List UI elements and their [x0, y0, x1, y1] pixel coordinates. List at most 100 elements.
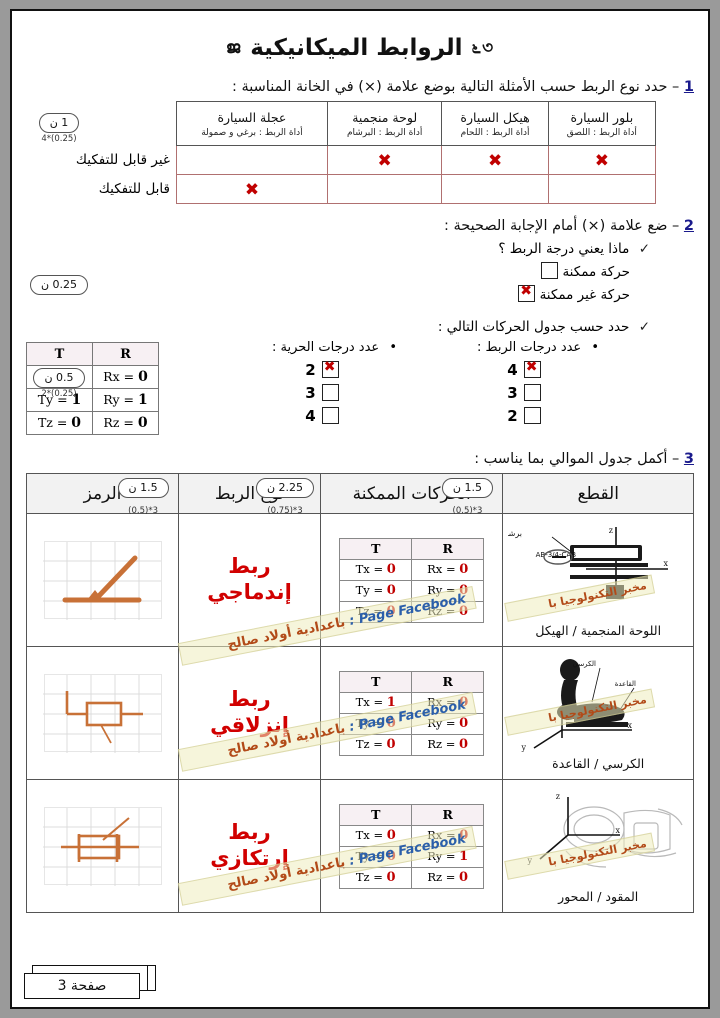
score-badge-symbol-value: 1.5 ن [117, 478, 169, 498]
movement-table: T R Tx = 0 Rx = 0 Ty = 0 Ry = 1 Tz = 0 R… [339, 803, 485, 889]
score-badge-q2a-value: 0.25 ن [29, 275, 89, 295]
checkbox-link-4[interactable] [523, 359, 541, 378]
cell-tx[interactable]: Tx = 1 [339, 691, 413, 714]
score-badge-q2b-detail: 2*(0.25) [41, 388, 77, 399]
link-degrees-label: عدد درجات الربط : [477, 340, 582, 355]
cell-tz[interactable]: Tz = 0 [339, 866, 413, 889]
table-row: Ty = 0 Ry = 1 [339, 845, 485, 868]
table-row: Tx = 1 Rx = 0 [339, 691, 485, 714]
cell-rx[interactable]: Rx = 0 [411, 691, 485, 714]
table-header-row: القطع الحركات الممكنة 1.5 ن 3*(0.5) نوع … [25, 473, 694, 516]
answer-cell[interactable] [441, 174, 549, 204]
cell-rz[interactable]: Rz = 0 [411, 866, 485, 889]
ornament-right-icon: ೬৩ [471, 38, 495, 58]
movements-cell: T R Tx = 0 Rx = 0 Ty = 0 Ry = 0 Tz = 0 R… [319, 513, 504, 647]
answer-cell[interactable]: ✖ [176, 174, 328, 204]
symbol-cell[interactable] [25, 646, 180, 780]
option-number: 2 [507, 407, 518, 425]
linkage-summary-table: القطع الحركات الممكنة 1.5 ن 3*(0.5) نوع … [25, 473, 694, 913]
answer-cell[interactable] [547, 174, 657, 204]
svg-text:برشام: برشام [508, 529, 522, 538]
cell-tx[interactable]: Tx = 0 [339, 558, 413, 581]
checkbox-freedom-4[interactable] [321, 407, 339, 424]
option-number: 2 [305, 361, 316, 379]
cell-rx[interactable]: Rx = 0 [411, 824, 485, 847]
option-row[interactable]: 2 [449, 407, 599, 425]
option-row[interactable]: 3 [247, 384, 397, 402]
linktype-cell[interactable]: ربط إندماجي [178, 513, 321, 647]
cell-tx[interactable]: Tx = 0 [339, 824, 413, 847]
checkbox-link-3[interactable] [523, 384, 541, 401]
symbol-cell[interactable] [25, 779, 180, 913]
link-degrees-block: • عدد درجات الربط : 4 3 2 [449, 340, 599, 430]
score-badge-q1: 1 ن 4*(0.25) [26, 111, 92, 144]
column-title: هيكل السيارة [460, 109, 530, 125]
bullet-icon: • [591, 340, 599, 355]
checkbox-movement-impossible[interactable] [518, 283, 536, 302]
column-header-t: T [26, 342, 93, 366]
sliding-joint-symbol [42, 674, 162, 753]
movements-cell: T R Tx = 0 Rx = 0 Ty = 0 Ry = 1 Tz = 0 R… [319, 779, 504, 913]
option-row[interactable]: 2 [247, 359, 397, 379]
cell-ry[interactable]: Ry = 0 [411, 712, 485, 735]
cell-ty[interactable]: Ty = 0 [339, 712, 413, 735]
table-row: Tz = 0 Rz = 0 [26, 411, 159, 435]
column-header-parts: القطع [502, 473, 694, 514]
cell-ty[interactable]: Ty = 0 [339, 845, 413, 868]
cell-tz[interactable]: Tz = 0 [339, 600, 413, 623]
checkbox-movement-possible[interactable] [541, 262, 559, 279]
linktype-answer: ربط إندماجي [182, 554, 317, 605]
option-row[interactable]: حركة ممكنة [26, 262, 630, 280]
check-icon: ✓ [638, 319, 650, 335]
ornament-left-icon: ജ [225, 38, 242, 58]
option-row[interactable]: حركة غير ممكنة [26, 283, 630, 303]
cell-ry[interactable]: Ry = 1 [411, 845, 485, 868]
answer-cell[interactable]: ✖ [441, 145, 549, 175]
symbol-cell[interactable] [25, 513, 180, 647]
cell-tz[interactable]: Tz = 0 [339, 733, 413, 756]
column-header-cell: عجلة السيارة أداة الربط : برغي و صمولة [176, 101, 328, 146]
column-tool: أداة الربط : اللصق [566, 127, 637, 138]
table-header-row: T R [339, 537, 485, 560]
option-row[interactable]: 3 [449, 384, 599, 402]
part-illustration-rivet-plate: AB-3/4-CAB z x برشام [501, 523, 690, 623]
score-badge-linktype: 2.25 ن 3*(0.75) [254, 476, 316, 518]
column-label: الحركات الممكنة [352, 483, 471, 504]
table-row: ✖ قابل للتفكيك [26, 174, 657, 204]
checkbox-freedom-2[interactable] [321, 359, 339, 378]
column-header-r: R [92, 342, 159, 366]
answer-cell[interactable]: ✖ [326, 145, 443, 175]
part-caption: الكرسي / القاعدة [552, 755, 645, 771]
cell-rx: Rx = 0 [92, 365, 159, 389]
question-1-number: 1 [683, 79, 694, 95]
answer-cell[interactable]: ✖ [547, 145, 657, 175]
freedom-degrees-title: • عدد درجات الحرية : [247, 340, 397, 355]
column-title: عجلة السيارة [217, 109, 287, 125]
sliding-joint-icon [42, 675, 161, 753]
cell-rx[interactable]: Rx = 0 [411, 558, 485, 581]
bullet-icon: • [389, 340, 397, 355]
answer-cell[interactable] [326, 174, 443, 204]
cell-ry[interactable]: Ry = 0 [411, 579, 485, 602]
question-2a-label: ماذا يعني درجة الربط ؟ [498, 241, 630, 257]
linktype-cell[interactable]: ربط إرتكازي [178, 779, 321, 913]
answer-cell[interactable] [176, 145, 328, 175]
linktype-answer: ربط إرتكازي [182, 820, 317, 871]
checkbox-freedom-3[interactable] [321, 384, 339, 401]
svg-text:y: y [527, 856, 533, 865]
cell-ry: Ry = 1 [92, 388, 159, 412]
worksheet-page: ೬৩ الروابط الميكانيكية ജ 1 – حدد نوع الربط… [10, 9, 710, 1009]
table-header-row: T R [26, 342, 159, 366]
svg-text:x: x [628, 721, 633, 730]
linktype-cell[interactable]: ربط إنزلاقي [178, 646, 321, 780]
cell-rz[interactable]: Rz = 0 [411, 733, 485, 756]
checkbox-link-2[interactable] [523, 407, 541, 424]
page-title-text: الروابط الميكانيكية [250, 35, 463, 61]
column-header-symbol: الرمز 1.5 ن 3*(0.5) [25, 473, 180, 516]
option-row[interactable]: 4 [449, 359, 599, 379]
cell-rz[interactable]: Rz = 0 [411, 600, 485, 623]
option-row[interactable]: 4 [247, 407, 397, 425]
table-row: Ty = 0 Ry = 0 [339, 579, 485, 602]
option-label: حركة ممكنة [562, 264, 630, 280]
cell-ty[interactable]: Ty = 0 [339, 579, 413, 602]
